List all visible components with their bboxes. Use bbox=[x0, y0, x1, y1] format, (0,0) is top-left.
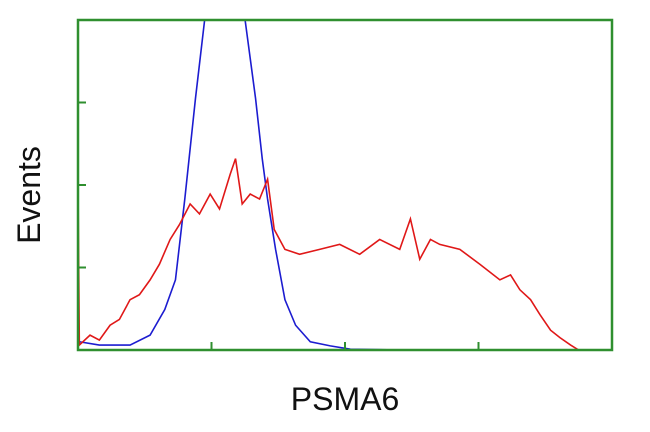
y-axis-label: Events bbox=[11, 146, 47, 244]
histogram-line bbox=[78, 158, 580, 350]
histogram-line bbox=[79, 20, 400, 350]
x-axis-label: PSMA6 bbox=[291, 381, 399, 417]
plot-lines bbox=[78, 20, 580, 350]
plot-area bbox=[78, 20, 612, 350]
plot-frame bbox=[76, 18, 614, 352]
